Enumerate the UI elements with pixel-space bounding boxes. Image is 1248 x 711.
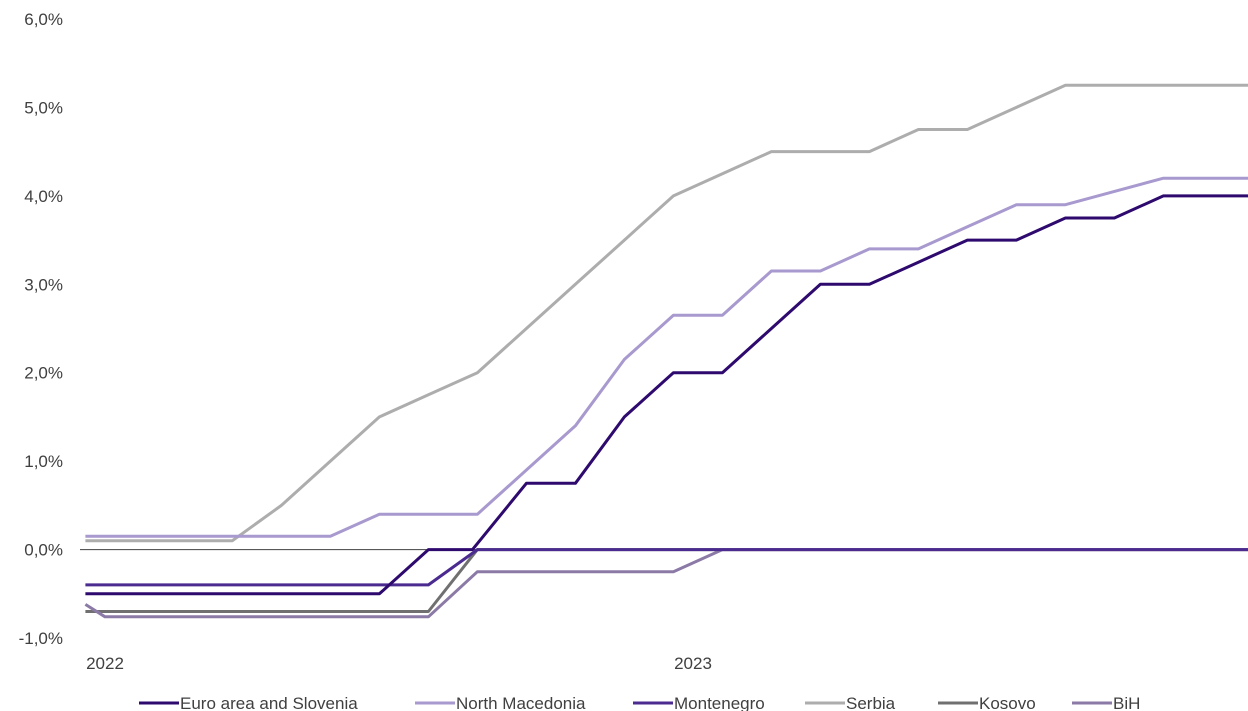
y-tick-label: 6,0% (24, 10, 63, 29)
legend-label-north-macedonia: North Macedonia (456, 694, 586, 711)
y-tick-label: 5,0% (24, 98, 63, 117)
legend-label-euro-area-and-slovenia: Euro area and Slovenia (180, 694, 358, 711)
legend-label-serbia: Serbia (846, 694, 896, 711)
legend-label-bih: BiH (1113, 694, 1140, 711)
legend-label-kosovo: Kosovo (979, 694, 1036, 711)
legend: Euro area and Slovenia North Macedonia Mon… (139, 694, 1140, 711)
series-line-serbia (85, 83, 1248, 543)
x-tick-label: 2023 (674, 654, 712, 673)
y-tick-label: 1,0% (24, 452, 63, 471)
y-tick-label: 0,0% (24, 541, 63, 560)
series-line-bih (84, 548, 1248, 619)
y-tick-label: 3,0% (24, 275, 63, 294)
series-line-kosovo (85, 548, 1248, 613)
y-tick-label: 2,0% (24, 364, 63, 383)
series-line-north-macedonia (85, 176, 1248, 538)
y-tick-label: -1,0% (19, 629, 63, 648)
series-line-montenegro (85, 548, 1248, 587)
y-tick-label: 4,0% (24, 187, 63, 206)
series-lines (84, 83, 1248, 619)
y-axis-tick-labels: -1,0% 0,0% 1,0% 2,0% 3,0% 4,0% 5,0% 6,0% (19, 10, 63, 648)
x-tick-label: 2022 (86, 654, 124, 673)
legend-label-montenegro: Montenegro (674, 694, 765, 711)
series-line-euro-area-and-slovenia (85, 194, 1248, 596)
x-axis-tick-labels: 2022 2023 (86, 654, 712, 673)
